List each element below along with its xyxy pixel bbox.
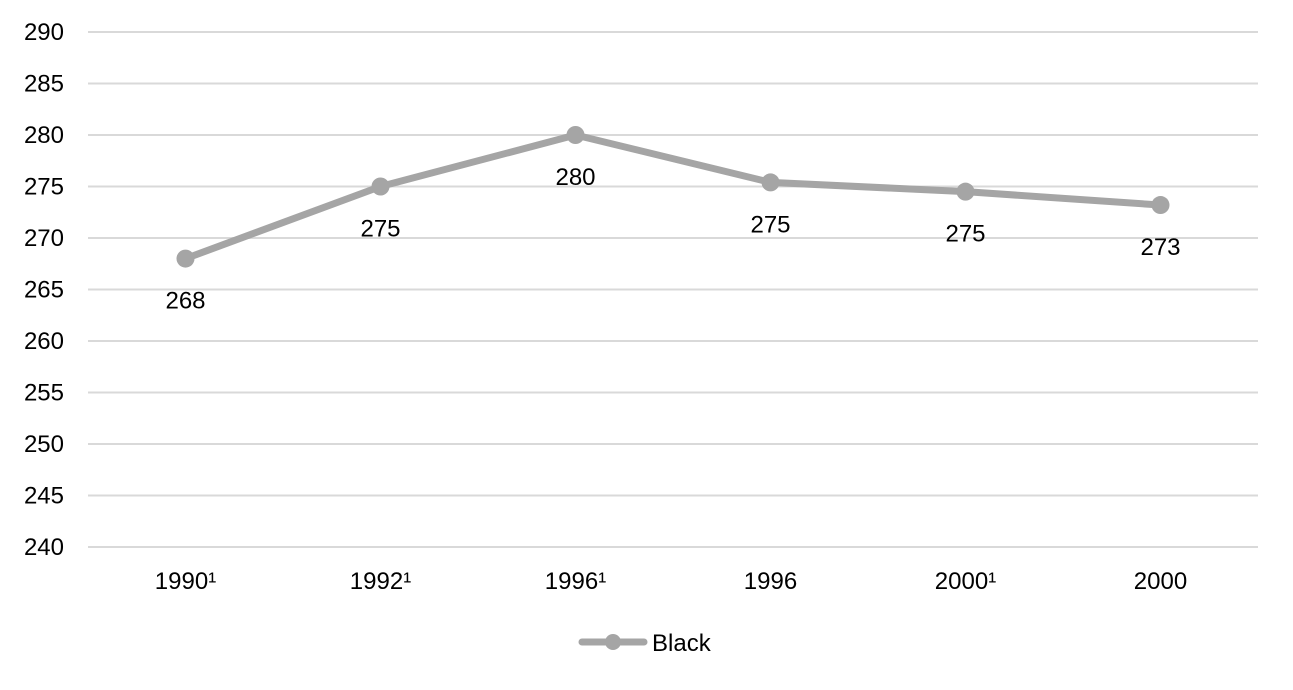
y-tick-label: 280 <box>24 122 64 149</box>
y-tick-label: 270 <box>24 225 64 252</box>
data-point <box>176 249 195 268</box>
data-label: 268 <box>165 288 205 315</box>
y-tick-label: 240 <box>24 534 64 561</box>
data-label: 280 <box>555 164 595 191</box>
y-tick-label: 265 <box>24 277 64 304</box>
data-point <box>371 177 390 196</box>
legend: Black <box>578 630 712 657</box>
x-tick-label: 1992¹ <box>350 568 411 595</box>
data-point <box>761 173 780 192</box>
data-labels: 268 275 280 275 275 273 <box>165 164 1180 315</box>
y-tick-label: 285 <box>24 71 64 98</box>
data-label: 275 <box>750 211 790 238</box>
legend-swatch-marker <box>605 634 621 650</box>
y-tick-label: 290 <box>24 19 64 46</box>
y-tick-label: 275 <box>24 174 64 201</box>
series-black <box>176 126 1170 268</box>
y-tick-label: 245 <box>24 483 64 510</box>
data-point <box>1151 196 1170 215</box>
y-axis-tick-labels: 240 245 250 255 260 265 270 275 280 285 290 <box>24 19 64 561</box>
y-tick-label: 260 <box>24 328 64 355</box>
legend-label-black: Black <box>652 630 712 657</box>
x-tick-label: 2000¹ <box>935 568 996 595</box>
x-tick-label: 1996 <box>744 568 797 595</box>
y-tick-label: 255 <box>24 380 64 407</box>
series-line-black <box>182 131 1164 263</box>
x-axis-tick-labels: 1990¹ 1992¹ 1996¹ 1996 2000¹ 2000 <box>155 568 1187 595</box>
data-point <box>566 126 585 144</box>
data-label: 275 <box>360 216 400 243</box>
y-tick-label: 250 <box>24 431 64 458</box>
data-label: 275 <box>945 221 985 248</box>
gridlines <box>88 31 1258 548</box>
data-point <box>956 182 975 201</box>
x-tick-label: 1996¹ <box>545 568 606 595</box>
x-tick-label: 2000 <box>1134 568 1187 595</box>
data-label: 273 <box>1140 234 1180 261</box>
x-tick-label: 1990¹ <box>155 568 216 595</box>
